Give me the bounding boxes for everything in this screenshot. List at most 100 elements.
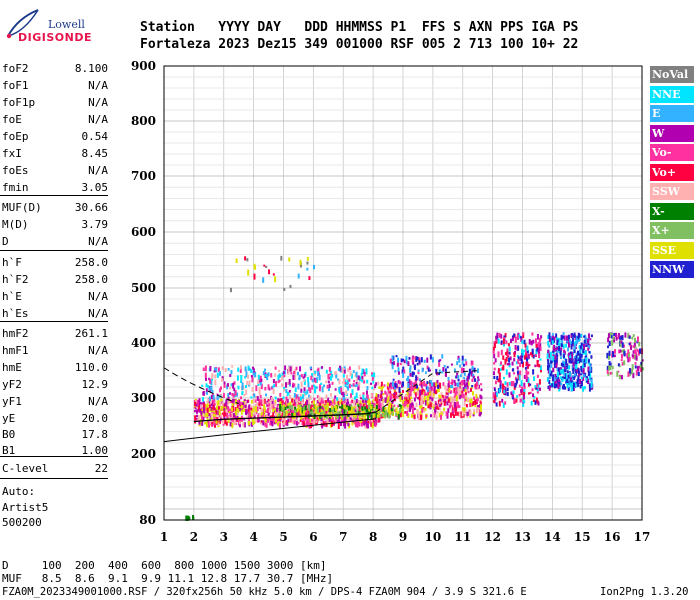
echo-point	[570, 354, 573, 357]
echo-point	[245, 371, 248, 378]
echo-point	[214, 379, 217, 386]
echo-point	[205, 388, 208, 395]
echo-point	[227, 417, 230, 423]
echo-point	[349, 417, 352, 421]
echo-point	[225, 409, 228, 412]
echo-point	[326, 418, 329, 424]
echo-point	[406, 404, 409, 408]
echo-point	[307, 408, 310, 414]
hdr-ps-value: 22	[562, 37, 579, 52]
echo-point	[456, 372, 459, 378]
echo-point	[555, 359, 558, 363]
param-value: 8.45	[81, 147, 109, 160]
echo-point	[261, 403, 264, 407]
echo-point	[208, 377, 211, 381]
echo-point	[306, 399, 309, 406]
echo-point	[499, 368, 502, 372]
echo-point	[580, 373, 583, 376]
echo-point	[533, 376, 536, 381]
echo-point	[523, 355, 526, 360]
echo-point	[445, 392, 448, 395]
echo-point	[495, 402, 498, 407]
echo-point	[447, 383, 450, 388]
echo-point	[408, 379, 411, 386]
echo-point	[366, 386, 369, 391]
echo-point	[267, 404, 270, 407]
echo-point	[536, 333, 539, 340]
legend-item-w: W	[650, 124, 694, 142]
param-row: B0 17.8	[2, 428, 108, 442]
echo-point	[585, 377, 588, 381]
echo-point	[380, 381, 383, 388]
x-tick-label: 12	[484, 530, 501, 544]
echo-point	[241, 391, 244, 394]
echo-point	[362, 369, 365, 374]
echo-point	[302, 406, 305, 411]
echo-point	[526, 349, 529, 354]
autoscale-label: Auto:	[2, 485, 36, 498]
echo-point	[240, 380, 243, 383]
echo-point	[431, 389, 434, 394]
echo-point	[398, 386, 401, 393]
x-tick-label: 15	[574, 530, 591, 544]
echo-point	[395, 355, 398, 358]
echo-point	[391, 364, 394, 370]
x-tick-label: 2	[190, 530, 198, 544]
echo-point	[331, 405, 334, 410]
echo-point	[519, 335, 522, 339]
echo-point	[493, 388, 496, 392]
legend-item-ssw: SSW	[650, 183, 694, 200]
echo-point	[311, 386, 314, 390]
echo-point	[309, 395, 312, 400]
echo-point	[577, 382, 580, 387]
echo-point	[588, 386, 591, 392]
echo-point	[299, 259, 302, 266]
param-row: hmF2 261.1	[2, 327, 108, 341]
echo-point	[204, 413, 207, 417]
footer-muf-row: MUF 8.5 8.6 9.1 9.9 11.1 12.8 17.7 30.7 …	[2, 572, 333, 585]
echo-point	[270, 405, 273, 410]
echo-point	[294, 369, 297, 375]
echo-point	[470, 362, 473, 366]
echo-point	[609, 371, 612, 375]
echo-point	[429, 402, 432, 408]
echo-point	[285, 389, 288, 393]
echo-point	[207, 385, 210, 389]
plot-frame	[163, 65, 643, 521]
y-tick-label: 800	[131, 114, 156, 128]
echo-point	[519, 355, 522, 361]
echo-point	[587, 378, 590, 385]
echo-point	[348, 378, 351, 382]
param-row: fmin 3.05	[2, 181, 108, 195]
echo-point	[547, 340, 550, 346]
param-name: C-level	[2, 462, 49, 475]
echo-point	[356, 421, 359, 428]
profile-curve	[163, 367, 481, 443]
echo-point	[568, 352, 571, 358]
echo-point	[221, 405, 224, 412]
echo-point	[413, 414, 416, 420]
echo-point	[620, 353, 623, 359]
echo-point	[239, 406, 242, 409]
echo-point	[271, 417, 274, 424]
echo-point	[204, 365, 207, 372]
echo-point	[389, 391, 392, 394]
echo-point	[297, 421, 300, 425]
echo-point	[527, 371, 530, 375]
echo-point	[578, 358, 581, 364]
echo-point	[318, 374, 321, 381]
echo-point	[296, 394, 299, 399]
echo-point	[634, 346, 637, 349]
echo-point	[633, 337, 636, 343]
x-tick-label: 7	[339, 530, 347, 544]
echo-point	[572, 361, 575, 367]
hdr-axn-label: AXN	[468, 20, 493, 35]
echo-point	[384, 412, 387, 419]
echo-point	[620, 340, 623, 344]
echo-point	[452, 414, 455, 418]
echo-point	[370, 405, 373, 410]
echo-point	[518, 393, 521, 397]
echo-point	[416, 376, 419, 381]
echo-point	[468, 411, 471, 414]
